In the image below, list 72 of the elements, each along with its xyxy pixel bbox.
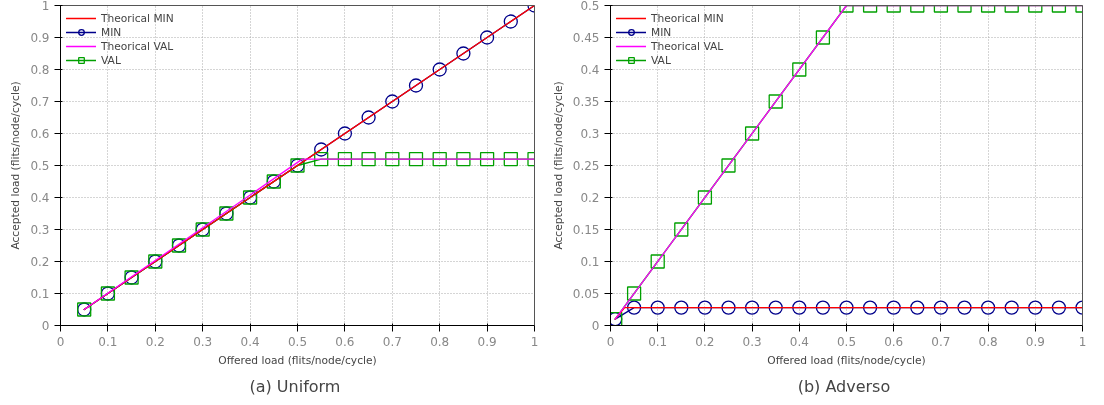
y-tick-label: 1: [41, 0, 50, 13]
x-tick-label: 0.7: [382, 334, 402, 349]
y-tick-label: 0.15: [572, 223, 600, 237]
x-tick-label: 0.5: [836, 334, 857, 349]
y-tick-label: 0: [41, 319, 50, 333]
y-axis-title: Accepted load (flits/node/cycle): [551, 81, 565, 250]
text: (a) Uniform: [249, 376, 341, 396]
y-tick-label: 0.2: [580, 191, 600, 205]
point: [385, 151, 400, 167]
x-tick-label: 0.2: [695, 334, 715, 349]
y-tick-label: 0.8: [30, 63, 50, 77]
x-axis-title: Offered load (flits/node/cycle): [218, 353, 377, 367]
y-tick-label: 0.5: [580, 0, 600, 13]
y-tick-label: 0.45: [572, 31, 600, 45]
point: [479, 151, 495, 167]
x-tick-label: 0.8: [978, 334, 998, 349]
x-axis-title: Offered load (flits/node/cycle): [767, 353, 926, 367]
y-tick-label: 0.35: [572, 95, 600, 109]
point: [408, 78, 424, 93]
y-tick-label: 0.25: [572, 159, 600, 173]
point: [314, 151, 329, 167]
x-tick-label: 0.8: [430, 334, 450, 349]
x-tick-label: 0.3: [193, 334, 213, 349]
y-tick-label: 0.5: [30, 159, 50, 173]
y-tick-label: 0.6: [30, 127, 50, 141]
y-tick-label: 0.4: [30, 191, 50, 205]
point: [432, 62, 447, 77]
point: [337, 151, 353, 167]
point: [479, 30, 495, 45]
y-tick-label: 0.9: [30, 31, 50, 45]
legend-label: MIN: [101, 25, 122, 39]
point: [456, 46, 471, 61]
point: [337, 126, 353, 141]
x-tick-label: 0.5: [287, 334, 308, 349]
legend-label: VAL: [101, 53, 121, 67]
x-tick-label: 0.4: [240, 334, 260, 349]
point: [408, 151, 424, 167]
point: [503, 14, 518, 29]
x-tick-label: 0.1: [98, 334, 118, 349]
x-tick-label: 0: [606, 334, 615, 349]
point: [503, 151, 518, 167]
point: [361, 151, 376, 167]
x-tick-label: 0.2: [145, 334, 165, 349]
x-tick-label: 0.4: [789, 334, 809, 349]
y-tick-label: 0: [591, 319, 600, 333]
point: [432, 151, 447, 167]
y-tick-label: 0.3: [580, 127, 600, 141]
y-tick-label: 0.05: [572, 287, 600, 301]
x-tick-label: 0.9: [1025, 334, 1045, 349]
y-axis-title: Accepted load (flits/node/cycle): [9, 81, 23, 250]
x-tick-label: 0.9: [477, 334, 497, 349]
point: [456, 151, 471, 167]
x-tick-label: 1: [1078, 334, 1087, 349]
y-tick-label: 0.7: [30, 95, 50, 109]
text: (b) Adverso: [797, 376, 891, 396]
y-tick-label: 0.4: [580, 63, 600, 77]
y-tick-label: 0.2: [30, 255, 50, 269]
x-tick-label: 0.6: [884, 334, 904, 349]
legend-label: Theorical MIN: [101, 11, 174, 25]
x-tick-label: 0: [56, 334, 65, 349]
x-tick-label: 1: [530, 334, 539, 349]
legend-label: Theorical VAL: [101, 39, 174, 53]
point: [314, 142, 329, 157]
point: [385, 94, 400, 109]
x-tick-label: 0.6: [335, 334, 355, 349]
x-tick-label: 0.7: [931, 334, 951, 349]
y-tick-label: 0.1: [580, 255, 600, 269]
x-tick-label: 0.1: [648, 334, 668, 349]
x-tick-label: 0.3: [742, 334, 762, 349]
y-tick-label: 0.1: [30, 287, 50, 301]
point: [361, 110, 376, 125]
y-tick-label: 0.3: [30, 223, 50, 237]
